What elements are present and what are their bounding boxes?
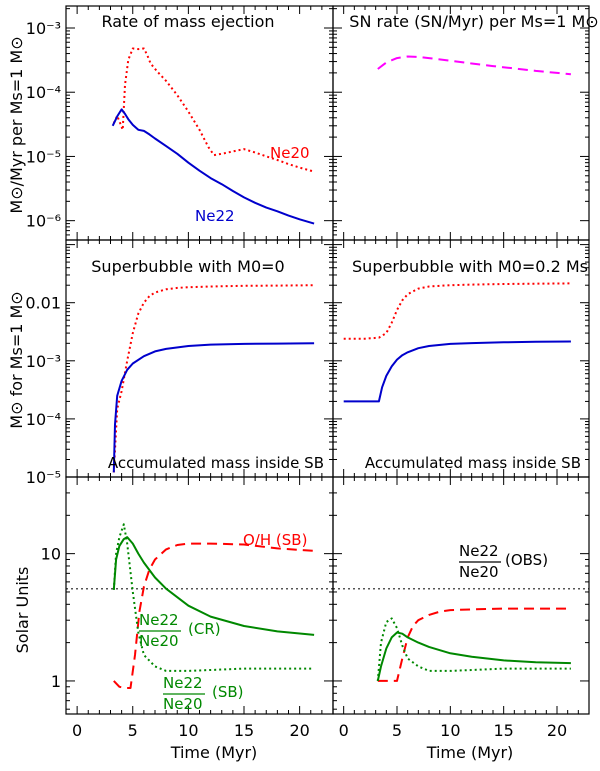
bottom-right-series-o-h-sb-	[377, 607, 571, 682]
title-superbubble-m0-02: Superbubble with M0=0.2 Ms	[352, 257, 588, 276]
top-right-series-sn-rate	[377, 55, 572, 76]
bottom-right-xtick-label: 5	[392, 721, 402, 740]
middle-left-ytick-label: 10⁻⁴	[26, 410, 61, 429]
bottom-right-xtick-label: 20	[547, 721, 567, 740]
label-obs-tag: (OBS)	[505, 551, 548, 569]
label-obs-numerator: Ne22	[459, 542, 499, 560]
label-oh-sb: O/H (SB)	[243, 531, 307, 549]
x-axis-title-right: Time (Myr)	[426, 743, 514, 762]
label-sb-tag: (SB)	[212, 683, 244, 701]
bottom-right-xtick-label: 10	[440, 721, 460, 740]
middle-left-series-ne22	[112, 342, 315, 473]
top-left-ytick-label: 10⁻⁶	[26, 212, 61, 231]
label-sb-denominator: Ne20	[163, 695, 203, 713]
annotation-accumulated-left: Accumulated mass inside SB	[108, 454, 324, 472]
middle-right-series-ne20	[343, 282, 571, 340]
middle-left-series-ne20	[112, 284, 315, 473]
chart-marks: 10⁻⁶ 10⁻⁵ 10⁻⁴ 10⁻³ 10⁻⁵ 10⁻⁴ 10⁻³ 0.01 1 10 0 5 10 1…	[25, 5, 590, 740]
bottom-left-series-o-h-sb-	[113, 542, 315, 689]
bottom-right-frame	[332, 476, 590, 715]
bottom-left-xtick-label: 20	[289, 721, 309, 740]
top-left-series-ne22	[111, 108, 315, 225]
middle-left-ytick-label: 10⁻³	[26, 352, 61, 371]
title-sn-rate: SN rate (SN/Myr) per Ms=1 M⊙	[349, 12, 598, 31]
bottom-left-xtick-label: 10	[178, 721, 198, 740]
title-rate-of-mass-ejection: Rate of mass ejection	[101, 12, 274, 31]
top-right-frame	[332, 5, 590, 241]
label-sb-numerator: Ne22	[163, 674, 203, 692]
label-cr-tag: (CR)	[188, 620, 221, 638]
bottom-left-ytick-label: 10	[41, 545, 61, 564]
top-left-ytick-label: 10⁻⁵	[26, 147, 61, 166]
bottom-right-series-ne22-ne20-sb-	[376, 617, 571, 681]
bottom-left-series-ne22-ne20-cr-	[112, 536, 315, 636]
label-obs-denominator: Ne20	[459, 563, 499, 581]
middle-left-ytick-label: 0.01	[25, 294, 61, 313]
annotation-accumulated-right: Accumulated mass inside SB	[365, 454, 581, 472]
label-cr-numerator: Ne22	[139, 611, 179, 629]
top-left-series-ne20	[112, 47, 315, 173]
bottom-left-xtick-label: 0	[72, 721, 82, 740]
y-axis-title-top: M⊙/Myr per Ms=1 M⊙	[7, 36, 26, 213]
bottom-left-xtick-label: 5	[128, 721, 138, 740]
top-left-frame	[65, 5, 334, 241]
label-ne20: Ne20	[270, 144, 310, 162]
label-ne22: Ne22	[195, 207, 235, 225]
bottom-left-xtick-label: 15	[234, 721, 254, 740]
middle-right-series-ne22	[343, 340, 571, 403]
bottom-right-xtick-label: 0	[339, 721, 349, 740]
bottom-left-ytick-label: 1	[51, 672, 61, 691]
top-left-ytick-label: 10⁻³	[26, 19, 61, 38]
title-superbubble-m0-zero: Superbubble with M0=0	[91, 257, 284, 276]
bottom-right-series-ne22-ne20-cr-	[376, 631, 571, 682]
bottom-right-xtick-label: 15	[493, 721, 513, 740]
label-cr-denominator: Ne20	[139, 632, 179, 650]
y-axis-title-bottom: Solar Units	[13, 567, 32, 654]
top-left-ytick-label: 10⁻⁴	[26, 83, 61, 102]
middle-left-ytick-label: 10⁻⁵	[26, 468, 61, 487]
x-axis-title-left: Time (Myr)	[170, 743, 258, 762]
y-axis-title-middle: M⊙ for Ms=1 M⊙	[7, 291, 26, 428]
